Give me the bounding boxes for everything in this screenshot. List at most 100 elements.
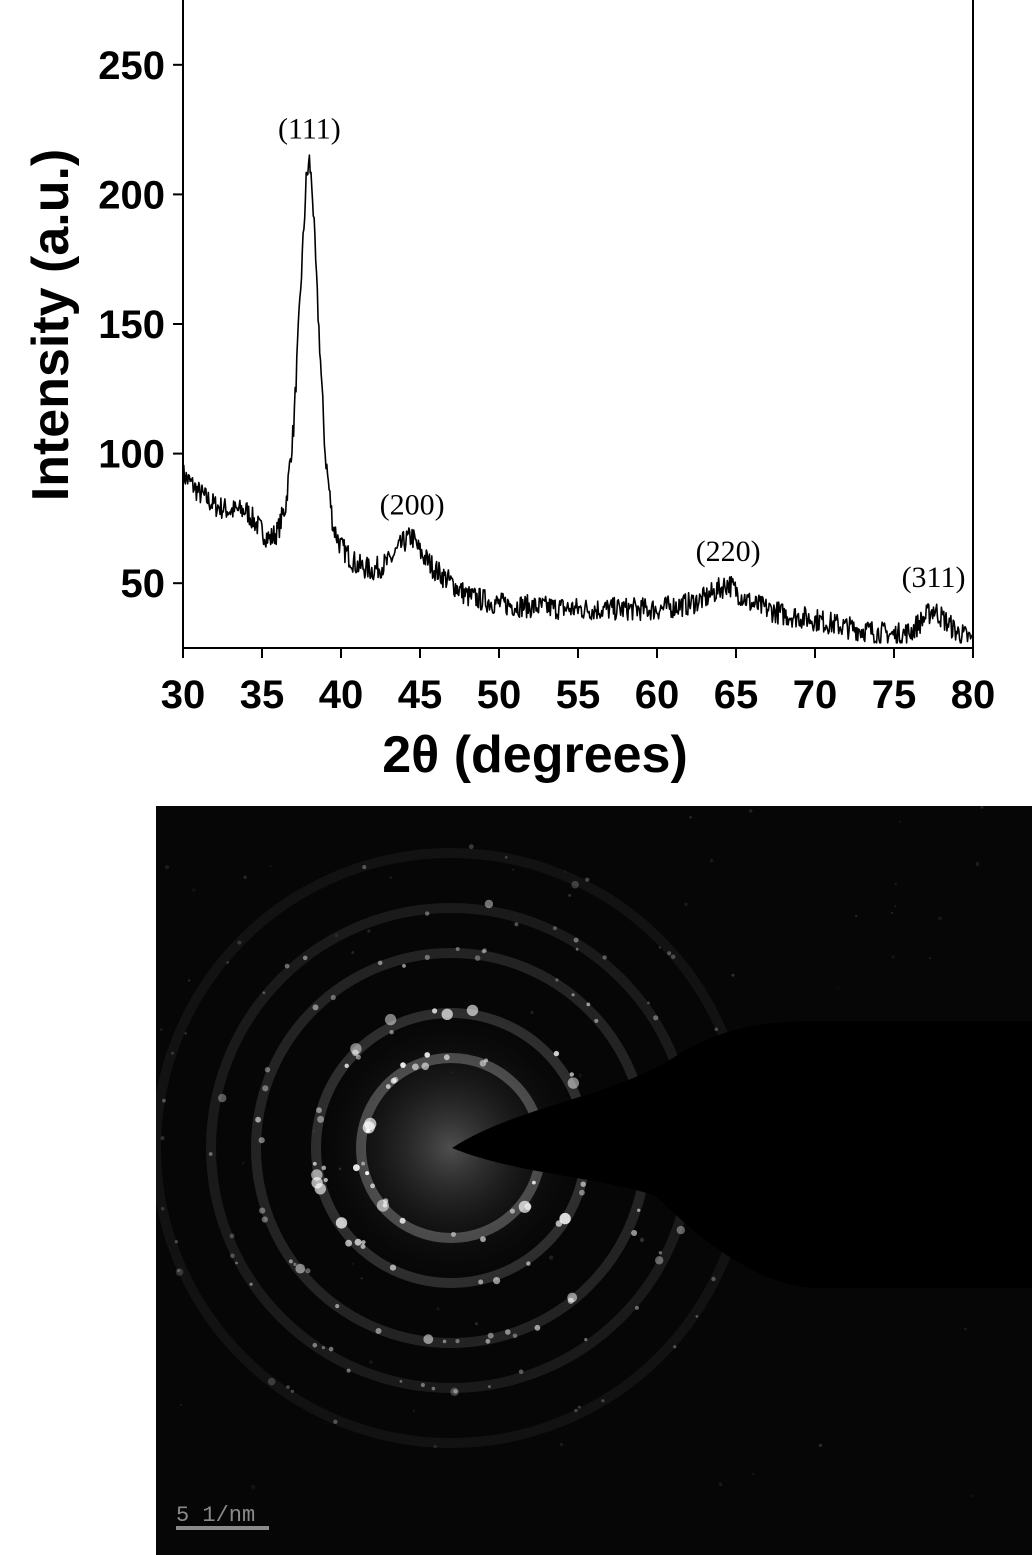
diffraction-spot bbox=[353, 1164, 360, 1172]
diffraction-spot bbox=[255, 1116, 261, 1123]
diffraction-spot bbox=[267, 1377, 276, 1386]
diffraction-spot bbox=[442, 1339, 447, 1344]
faint-spot bbox=[251, 1484, 256, 1489]
diffraction-spot bbox=[695, 1315, 699, 1318]
diffraction-spot bbox=[218, 1093, 227, 1103]
diffraction-spot bbox=[385, 1084, 391, 1089]
diffraction-spot bbox=[352, 1049, 359, 1057]
diffraction-spot bbox=[317, 1115, 325, 1123]
peak-label: (200) bbox=[380, 489, 445, 522]
diffraction-spot bbox=[302, 955, 308, 961]
faint-spot bbox=[351, 1262, 354, 1265]
diffraction-spot bbox=[328, 1346, 334, 1352]
diffraction-spot bbox=[344, 1063, 349, 1068]
diffraction-spot bbox=[365, 1128, 371, 1133]
diffraction-spot bbox=[262, 991, 266, 995]
diffraction-spot bbox=[567, 1077, 579, 1089]
xrd-series-line bbox=[182, 154, 974, 644]
diffraction-spot bbox=[284, 963, 290, 969]
diffraction-spot bbox=[160, 1206, 165, 1211]
diffraction-spot bbox=[601, 1399, 605, 1403]
diffraction-spot bbox=[586, 1002, 591, 1007]
diffraction-spot bbox=[323, 1177, 328, 1183]
diffraction-spot bbox=[504, 856, 508, 859]
diffraction-spot bbox=[574, 1408, 578, 1413]
diffraction-spot bbox=[577, 1405, 581, 1409]
faint-spot bbox=[243, 875, 247, 879]
x-tick-label: 40 bbox=[319, 673, 364, 717]
faint-spot bbox=[412, 1409, 415, 1412]
diffraction-spot bbox=[518, 1369, 524, 1374]
diffraction-spot bbox=[174, 1240, 179, 1244]
diffraction-spot bbox=[569, 1072, 574, 1077]
diffraction-spot bbox=[482, 948, 487, 953]
diffraction-spot bbox=[552, 926, 558, 931]
diffraction-spot bbox=[534, 1324, 541, 1331]
x-axis: 30 35 40 45 50 55 60 65 70 75 80 bbox=[161, 648, 995, 717]
diffraction-spot bbox=[346, 1368, 351, 1373]
diffraction-spot bbox=[171, 1051, 174, 1055]
diffraction-spot bbox=[484, 1058, 489, 1063]
beam-stop bbox=[452, 1021, 1032, 1288]
diffraction-spot bbox=[655, 1256, 664, 1265]
faint-spot bbox=[928, 957, 931, 960]
diffraction-spot bbox=[261, 1216, 268, 1223]
diffraction-spot bbox=[288, 1259, 293, 1264]
diffraction-spot bbox=[382, 1202, 388, 1208]
faint-spot bbox=[718, 1482, 723, 1487]
diffraction-spot bbox=[160, 1136, 165, 1141]
diffraction-spot bbox=[355, 1054, 361, 1060]
plot-border bbox=[182, 0, 974, 649]
faint-spot bbox=[894, 882, 897, 886]
diffraction-spot bbox=[455, 947, 460, 951]
diffraction-spot bbox=[584, 1338, 588, 1342]
xrd-chart: 30 35 40 45 50 55 60 65 70 75 80 50 100 150 200 250 (1… bbox=[22, 0, 995, 784]
diffraction-spot bbox=[312, 1342, 318, 1348]
faint-spot bbox=[891, 955, 895, 959]
faint-spot bbox=[351, 951, 355, 954]
faint-spot bbox=[684, 902, 688, 906]
peak-label: (220) bbox=[696, 535, 761, 568]
faint-spot bbox=[964, 1327, 967, 1331]
x-tick-label: 75 bbox=[872, 673, 917, 717]
diffraction-spot bbox=[249, 1282, 253, 1286]
diffraction-spot bbox=[390, 1078, 397, 1084]
faint-spot bbox=[530, 1011, 534, 1015]
faint-spot bbox=[474, 1322, 479, 1326]
diffraction-spot bbox=[532, 1180, 536, 1185]
faint-spot bbox=[360, 1277, 363, 1280]
diffraction-spot bbox=[432, 1008, 438, 1014]
diffraction-spot bbox=[441, 1008, 453, 1020]
diffraction-spot bbox=[585, 877, 590, 882]
faint-spot bbox=[689, 816, 692, 819]
faint-spot bbox=[433, 1444, 438, 1449]
diffraction-spot bbox=[364, 1117, 377, 1130]
y-axis: 50 100 150 200 250 bbox=[98, 44, 183, 606]
diffraction-spot bbox=[389, 1030, 394, 1035]
faint-spot bbox=[559, 1442, 564, 1447]
x-axis-title: 2θ (degrees) bbox=[382, 726, 688, 784]
diffraction-spot bbox=[493, 1277, 501, 1285]
peak-label: (311) bbox=[902, 561, 966, 594]
diffraction-spot bbox=[389, 1264, 397, 1271]
diffraction-spot bbox=[370, 1183, 375, 1189]
y-tick-label: 50 bbox=[121, 562, 166, 606]
x-tick-label: 65 bbox=[714, 673, 759, 717]
faint-spot bbox=[748, 809, 753, 813]
diffraction-spot bbox=[555, 978, 559, 982]
peak-label: (111) bbox=[278, 113, 341, 146]
x-tick-label: 30 bbox=[161, 673, 206, 717]
diffraction-spot bbox=[361, 1161, 365, 1166]
diffraction-spot bbox=[468, 844, 474, 850]
diffraction-spot bbox=[312, 1161, 317, 1166]
diffraction-spot bbox=[667, 951, 672, 956]
diffraction-spot bbox=[509, 1208, 515, 1214]
faint-spot bbox=[188, 979, 191, 982]
diffraction-spot bbox=[184, 1032, 187, 1035]
diffraction-spot bbox=[634, 1305, 639, 1310]
diffraction-spot bbox=[286, 1385, 290, 1389]
x-tick-label: 35 bbox=[240, 673, 285, 717]
diffraction-spot bbox=[362, 865, 367, 870]
faint-spot bbox=[450, 1071, 453, 1074]
faint-spot bbox=[837, 987, 840, 990]
